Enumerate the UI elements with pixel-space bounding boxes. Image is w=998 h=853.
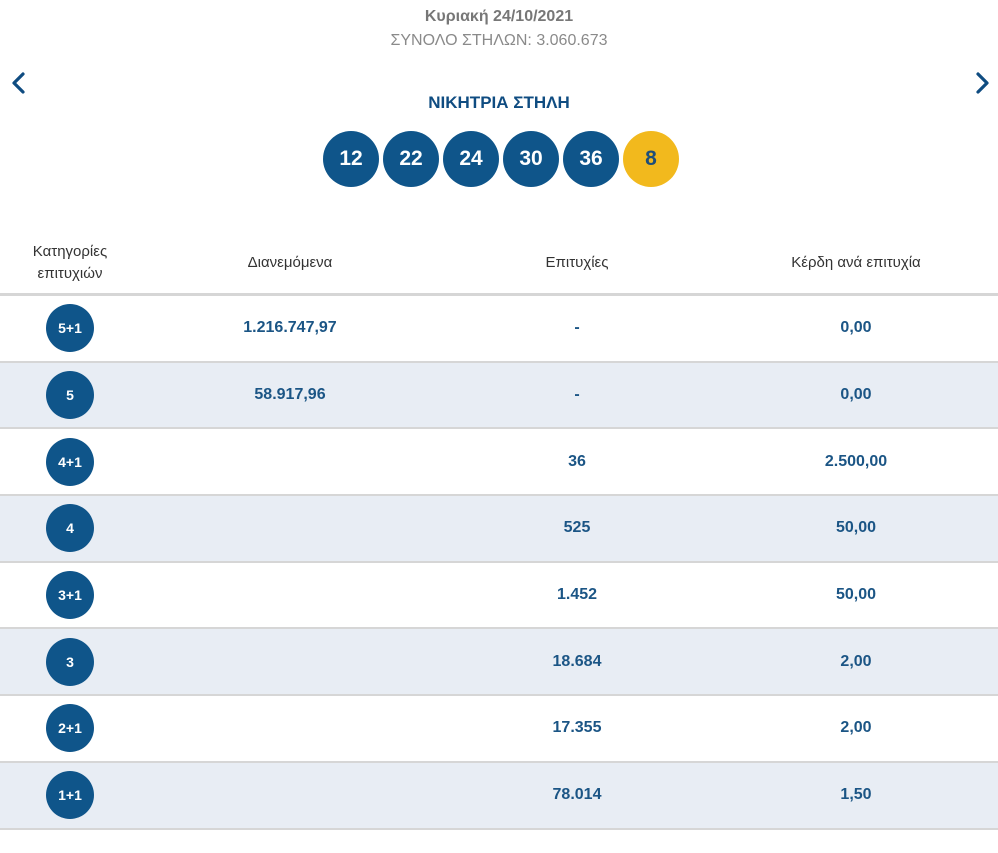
- category-ball: 5+1: [46, 304, 94, 353]
- winning-number-ball: 36: [563, 131, 619, 187]
- winning-number-ball: 24: [443, 131, 499, 187]
- winners-cell: 17.355: [552, 719, 602, 737]
- table-row: 2+1 17.355 2,00: [0, 696, 998, 763]
- category-ball: 1+1: [46, 771, 94, 820]
- prize-cell: 50,00: [835, 519, 877, 537]
- category-ball: 4: [46, 504, 94, 553]
- prize-cell: 0,00: [840, 386, 872, 404]
- winning-number-ball: 30: [503, 131, 559, 187]
- prize-cell: 1,50: [840, 786, 872, 804]
- winners-cell: -: [574, 319, 580, 337]
- total-columns: ΣΥΝΟΛΟ ΣΤΗΛΩΝ: 3.060.673: [390, 32, 608, 49]
- winning-number-ball: 22: [383, 131, 439, 187]
- next-draw-button[interactable]: [968, 66, 998, 100]
- table-row: 4 525 50,00: [0, 496, 998, 563]
- table-row: 3 18.684 2,00: [0, 629, 998, 697]
- joker-number-ball: 8: [623, 131, 679, 187]
- winners-cell: 78.014: [552, 786, 602, 804]
- prize-cell: 50,00: [835, 586, 877, 604]
- category-ball: 5: [46, 371, 94, 420]
- chevron-left-icon: [12, 72, 25, 94]
- table-row: 5+1 1.216.747,97 - 0,00: [0, 296, 998, 363]
- prize-cell: 2,00: [840, 652, 872, 670]
- header-winners: Επιτυχίες: [545, 253, 609, 271]
- winners-cell: 525: [563, 519, 591, 537]
- prize-table: Κατηγορίες επιτυχιών Διανεμόμενα Επιτυχί…: [0, 232, 998, 830]
- distributed-cell: 58.917,96: [254, 386, 326, 404]
- header-category: Κατηγορίες επιτυχιών: [32, 242, 108, 282]
- draw-date: Κυριακή 24/10/2021: [424, 8, 574, 25]
- table-header: Κατηγορίες επιτυχιών Διανεμόμενα Επιτυχί…: [0, 232, 998, 296]
- winning-column-title: ΝΙΚΗΤΡΙΑ ΣΤΗΛΗ: [428, 93, 570, 112]
- category-ball: 2+1: [46, 704, 94, 753]
- winning-numbers: 12 22 24 30 36 8: [323, 131, 679, 187]
- winners-cell: 36: [568, 452, 586, 470]
- chevron-right-icon: [976, 72, 989, 94]
- table-row: 1+1 78.014 1,50: [0, 762, 998, 830]
- draw-header: Κυριακή 24/10/2021 ΣΥΝΟΛΟ ΣΤΗΛΩΝ: 3.060.…: [0, 0, 998, 230]
- previous-draw-button[interactable]: [3, 66, 33, 100]
- category-ball: 3+1: [46, 571, 94, 620]
- prize-cell: 2,00: [840, 719, 872, 737]
- table-row: 4+1 36 2.500,00: [0, 429, 998, 497]
- winning-number-ball: 12: [323, 131, 379, 187]
- distributed-cell: 1.216.747,97: [243, 319, 337, 337]
- category-ball: 3: [46, 637, 94, 686]
- table-row: 5 58.917,96 - 0,00: [0, 362, 998, 430]
- winners-cell: -: [574, 386, 580, 404]
- winners-cell: 1.452: [556, 586, 598, 604]
- category-ball: 4+1: [46, 437, 94, 486]
- prize-cell: 2.500,00: [824, 452, 888, 470]
- winners-cell: 18.684: [552, 652, 602, 670]
- table-row: 3+1 1.452 50,00: [0, 562, 998, 630]
- header-distributed: Διανεμόμενα: [247, 253, 333, 271]
- prize-cell: 0,00: [840, 319, 872, 337]
- header-prize: Κέρδη ανά επιτυχία: [791, 253, 921, 271]
